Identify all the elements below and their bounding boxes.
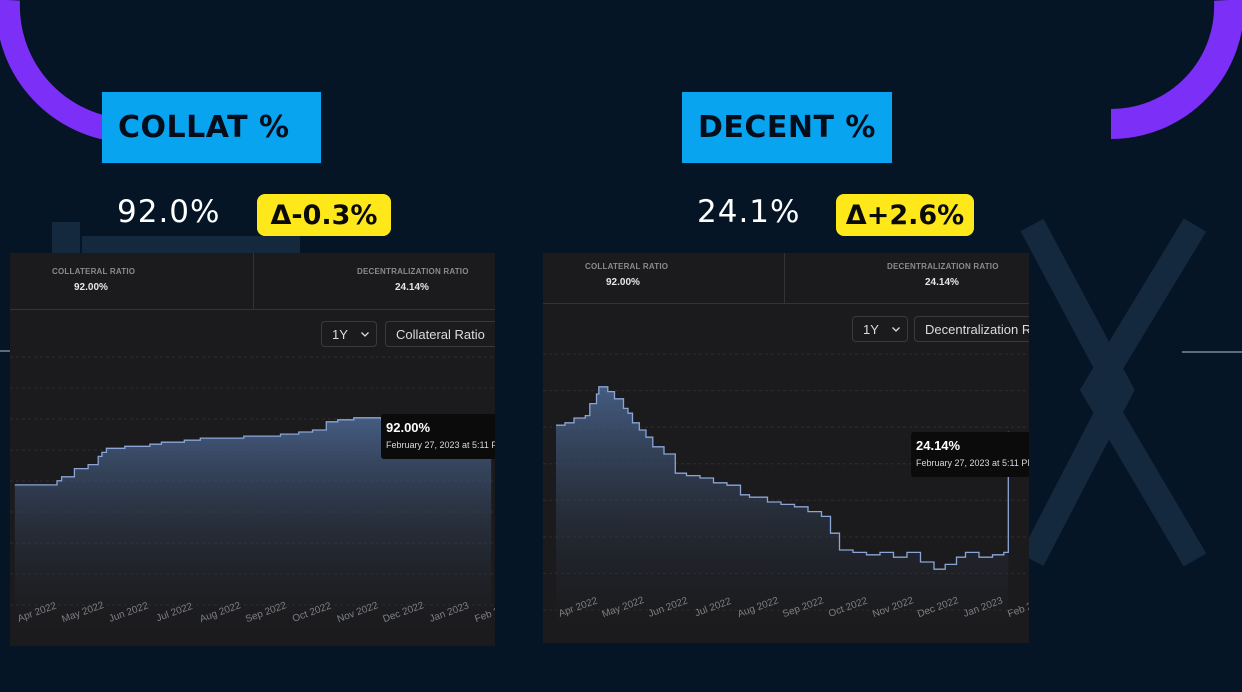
header-cell-collateral: COLLATERAL RATIO 92.00%	[543, 253, 784, 303]
range-select[interactable]: 1Y	[321, 321, 377, 347]
decentralization-chart-panel: COLLATERAL RATIO 92.00% DECENTRALIZATION…	[543, 253, 1029, 643]
collat-delta-badge: Δ-0.3%	[257, 194, 391, 236]
chevron-down-icon	[360, 332, 369, 337]
range-select-label: 1Y	[332, 326, 348, 342]
chevron-down-icon	[891, 327, 900, 332]
series-area	[556, 386, 1009, 631]
collat-label: COLLAT %	[102, 92, 321, 163]
header-value: 92.00%	[74, 282, 108, 293]
collateral-ratio-chart: Apr 2022 May 2022 Jun 2022 Jul 2022 Aug 2022…	[10, 356, 495, 633]
header-value: 92.00%	[606, 277, 640, 288]
header-value: 24.14%	[925, 277, 959, 288]
header-value: 24.14%	[395, 282, 429, 293]
header-cell-decentralization: DECENTRALIZATION RATIO 24.14%	[254, 253, 495, 309]
collateral-chart-panel: COLLATERAL RATIO 92.00% DECENTRALIZATION…	[10, 253, 495, 646]
purple-arc-left	[0, 0, 120, 142]
header-cell-decentralization: DECENTRALIZATION RATIO 24.14%	[785, 253, 1029, 303]
metric-select-label: Decentralization Ratio	[925, 321, 1029, 337]
range-select[interactable]: 1Y	[852, 316, 908, 342]
series-area	[14, 417, 492, 633]
header-cell-collateral: COLLATERAL RATIO 92.00%	[10, 253, 253, 309]
metric-select-label: Collateral Ratio	[396, 326, 485, 342]
tooltip-value: 24.14%	[916, 438, 961, 453]
header-title: COLLATERAL RATIO	[585, 262, 669, 271]
collat-value: 92.0%	[117, 194, 221, 230]
panel-header: COLLATERAL RATIO 92.00% DECENTRALIZATION…	[10, 253, 495, 310]
watermark-shape-right	[1020, 218, 1207, 567]
decent-value: 24.1%	[697, 194, 801, 230]
purple-arc-right	[1110, 0, 1242, 140]
header-title: DECENTRALIZATION RATIO	[887, 262, 999, 271]
metric-select[interactable]: Collateral Ratio	[385, 321, 495, 347]
panel-header: COLLATERAL RATIO 92.00% DECENTRALIZATION…	[543, 253, 1029, 304]
chart-tooltip: 92.00% February 27, 2023 at 5:11 PM	[381, 414, 495, 459]
decent-delta-badge: Δ+2.6%	[836, 194, 974, 236]
header-title: COLLATERAL RATIO	[52, 267, 136, 276]
chart-tooltip: 24.14% February 27, 2023 at 5:11 PM	[911, 432, 1029, 477]
metric-select[interactable]: Decentralization Ratio	[914, 316, 1029, 342]
header-divider	[784, 253, 785, 303]
decentralization-ratio-chart: Apr 2022 May 2022 Jun 2022 Jul 2022 Aug 2022…	[543, 353, 1029, 631]
decent-label: DECENT %	[682, 92, 892, 163]
x-tick-label: Feb 2023	[1006, 595, 1029, 620]
header-title: DECENTRALIZATION RATIO	[357, 267, 469, 276]
tooltip-date: February 27, 2023 at 5:11 PM	[386, 440, 495, 450]
header-divider	[253, 253, 254, 309]
range-select-label: 1Y	[863, 321, 879, 337]
tooltip-date: February 27, 2023 at 5:11 PM	[916, 458, 1029, 468]
series-line	[14, 417, 492, 486]
series-line	[556, 386, 1009, 570]
tooltip-value: 92.00%	[386, 420, 431, 435]
